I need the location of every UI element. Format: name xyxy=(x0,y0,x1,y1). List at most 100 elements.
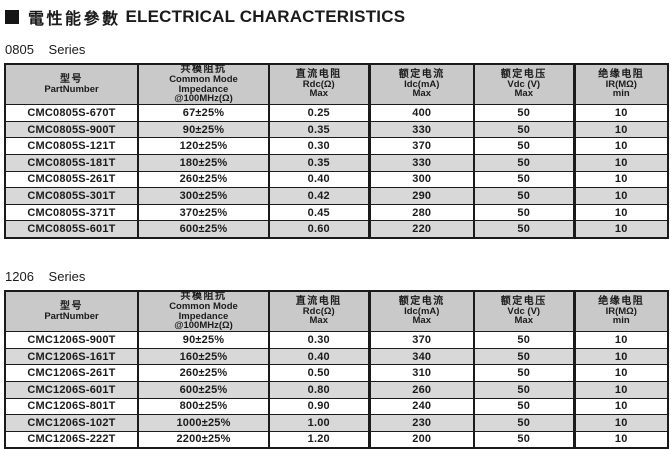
table-row: CMC0805S-371T 370±25% 0.45 280 50 10 xyxy=(4,203,669,222)
impedance-cell: 120±25% xyxy=(137,137,270,155)
column-header-ir: 绝缘电阻 IR(MΩ) min xyxy=(572,290,669,333)
header-line: Impedance xyxy=(178,310,229,322)
part-number-cell: CMC1206S-601T xyxy=(4,380,139,399)
vdc-cell: 50 xyxy=(473,220,575,239)
idc-cell: 200 xyxy=(367,430,475,449)
impedance-cell: 160±25% xyxy=(137,347,270,366)
part-number-cell: CMC1206S-222T xyxy=(4,430,139,449)
column-header-partnumber: 型号 PartNumber xyxy=(4,63,139,106)
header-line: Vdc (V) xyxy=(507,305,541,317)
rdc-cell: 1.00 xyxy=(268,414,370,432)
column-header-vdc: 额定电压 Vdc (V) Max xyxy=(473,63,575,106)
series-label-1206: 1206 Series xyxy=(5,269,667,284)
impedance-cell: 800±25% xyxy=(137,397,270,416)
table-row: CMC1206S-801T 800±25% 0.90 240 50 10 xyxy=(4,397,669,416)
idc-cell: 220 xyxy=(367,220,475,239)
idc-cell: 330 xyxy=(367,153,475,172)
impedance-cell: 260±25% xyxy=(137,364,270,382)
header-line: IR(MΩ) xyxy=(605,305,637,317)
header-line: 型号 xyxy=(60,300,83,312)
vdc-cell: 50 xyxy=(473,104,575,122)
header-row: 型号 PartNumber 共模阻抗 Common Mode Impedance… xyxy=(4,63,669,106)
rdc-cell: 0.30 xyxy=(268,331,370,349)
vdc-cell: 50 xyxy=(473,170,575,189)
header-line: 共模阻抗 xyxy=(180,64,227,75)
header-line: Max xyxy=(412,88,431,100)
rdc-cell: 0.42 xyxy=(268,187,370,205)
idc-cell: 260 xyxy=(367,380,475,399)
header-line: Max xyxy=(309,88,328,100)
part-number-cell: CMC1206S-801T xyxy=(4,397,139,416)
impedance-cell: 180±25% xyxy=(137,153,270,172)
idc-cell: 280 xyxy=(367,203,475,222)
part-number-cell: CMC1206S-900T xyxy=(4,331,139,349)
ir-cell: 10 xyxy=(572,220,669,239)
header-line: 额定电压 xyxy=(500,68,547,80)
impedance-cell: 67±25% xyxy=(137,104,270,122)
header-line: 共模阻抗 xyxy=(180,290,227,302)
ir-cell: 10 xyxy=(572,170,669,189)
header-line: 型号 xyxy=(60,73,83,85)
idc-cell: 400 xyxy=(367,104,475,122)
header-line: Rdc(Ω) xyxy=(302,305,335,317)
header-row: 型号 PartNumber 共模阻抗 Common Mode Impedance… xyxy=(4,290,669,333)
spec-table-1206: 型号 PartNumber 共模阻抗 Common Mode Impedance… xyxy=(4,289,669,449)
header-line: 额定电流 xyxy=(398,295,445,307)
column-header-rdc: 直流电阻 Rdc(Ω) Max xyxy=(268,290,370,333)
table-row: CMC0805S-301T 300±25% 0.42 290 50 10 xyxy=(4,187,669,205)
rdc-cell: 0.90 xyxy=(268,397,370,416)
column-header-impedance: 共模阻抗 Common Mode Impedance @100MHz(Ω) xyxy=(137,63,270,106)
header-line: Max xyxy=(514,315,533,327)
impedance-cell: 1000±25% xyxy=(137,414,270,432)
header-line: 绝缘电阻 xyxy=(598,68,645,80)
impedance-cell: 260±25% xyxy=(137,170,270,189)
header-line: Idc(mA) xyxy=(404,305,440,317)
header-line: 额定电压 xyxy=(500,295,547,307)
part-number-cell: CMC1206S-102T xyxy=(4,414,139,432)
header-line: min xyxy=(612,315,630,327)
table-row: CMC0805S-670T 67±25% 0.25 400 50 10 xyxy=(4,104,669,122)
vdc-cell: 50 xyxy=(473,397,575,416)
vdc-cell: 50 xyxy=(473,331,575,349)
column-header-idc: 额定电流 Idc(mA) Max xyxy=(367,63,475,106)
table-row: CMC1206S-261T 260±25% 0.50 310 50 10 xyxy=(4,364,669,382)
rdc-cell: 0.40 xyxy=(268,347,370,366)
spec-table-0805: 型号 PartNumber 共模阻抗 Common Mode Impedance… xyxy=(4,63,669,239)
series-word: Series xyxy=(48,268,86,284)
page-title: 電性能參數 ELECTRICAL CHARACTERISTICS xyxy=(5,5,667,29)
rdc-cell: 0.60 xyxy=(268,220,370,239)
table-header: 型号 PartNumber 共模阻抗 Common Mode Impedance… xyxy=(4,290,669,333)
idc-cell: 240 xyxy=(367,397,475,416)
idc-cell: 370 xyxy=(367,137,475,155)
idc-cell: 370 xyxy=(367,331,475,349)
part-number-cell: CMC0805S-261T xyxy=(4,170,139,189)
header-line: min xyxy=(612,88,630,100)
ir-cell: 10 xyxy=(572,203,669,222)
page-title-zh: 電性能參數 xyxy=(28,11,121,28)
vdc-cell: 50 xyxy=(473,153,575,172)
part-number-cell: CMC1206S-161T xyxy=(4,347,139,366)
idc-cell: 340 xyxy=(367,347,475,366)
rdc-cell: 0.40 xyxy=(268,170,370,189)
part-number-cell: CMC0805S-181T xyxy=(4,153,139,172)
ir-cell: 10 xyxy=(572,397,669,416)
table-row: CMC0805S-601T 600±25% 0.60 220 50 10 xyxy=(4,220,669,239)
header-line: PartNumber xyxy=(44,310,99,322)
table-body: CMC0805S-670T 67±25% 0.25 400 50 10 CMC0… xyxy=(4,104,669,239)
vdc-cell: 50 xyxy=(473,380,575,399)
ir-cell: 10 xyxy=(572,430,669,449)
ir-cell: 10 xyxy=(572,120,669,139)
table-row: CMC1206S-102T 1000±25% 1.00 230 50 10 xyxy=(4,414,669,432)
impedance-cell: 600±25% xyxy=(137,220,270,239)
vdc-cell: 50 xyxy=(473,347,575,366)
table-row: CMC1206S-900T 90±25% 0.30 370 50 10 xyxy=(4,331,669,349)
header-line: @100MHz(Ω) xyxy=(174,320,233,332)
table-row: CMC1206S-161T 160±25% 0.40 340 50 10 xyxy=(4,347,669,366)
series-code: 0805 xyxy=(5,42,34,57)
header-line: Max xyxy=(514,88,533,100)
header-line: Idc(mA) xyxy=(404,78,440,90)
table-row: CMC0805S-261T 260±25% 0.40 300 50 10 xyxy=(4,170,669,189)
idc-cell: 290 xyxy=(367,187,475,205)
page-title-en: ELECTRICAL CHARACTERISTICS xyxy=(125,7,406,26)
